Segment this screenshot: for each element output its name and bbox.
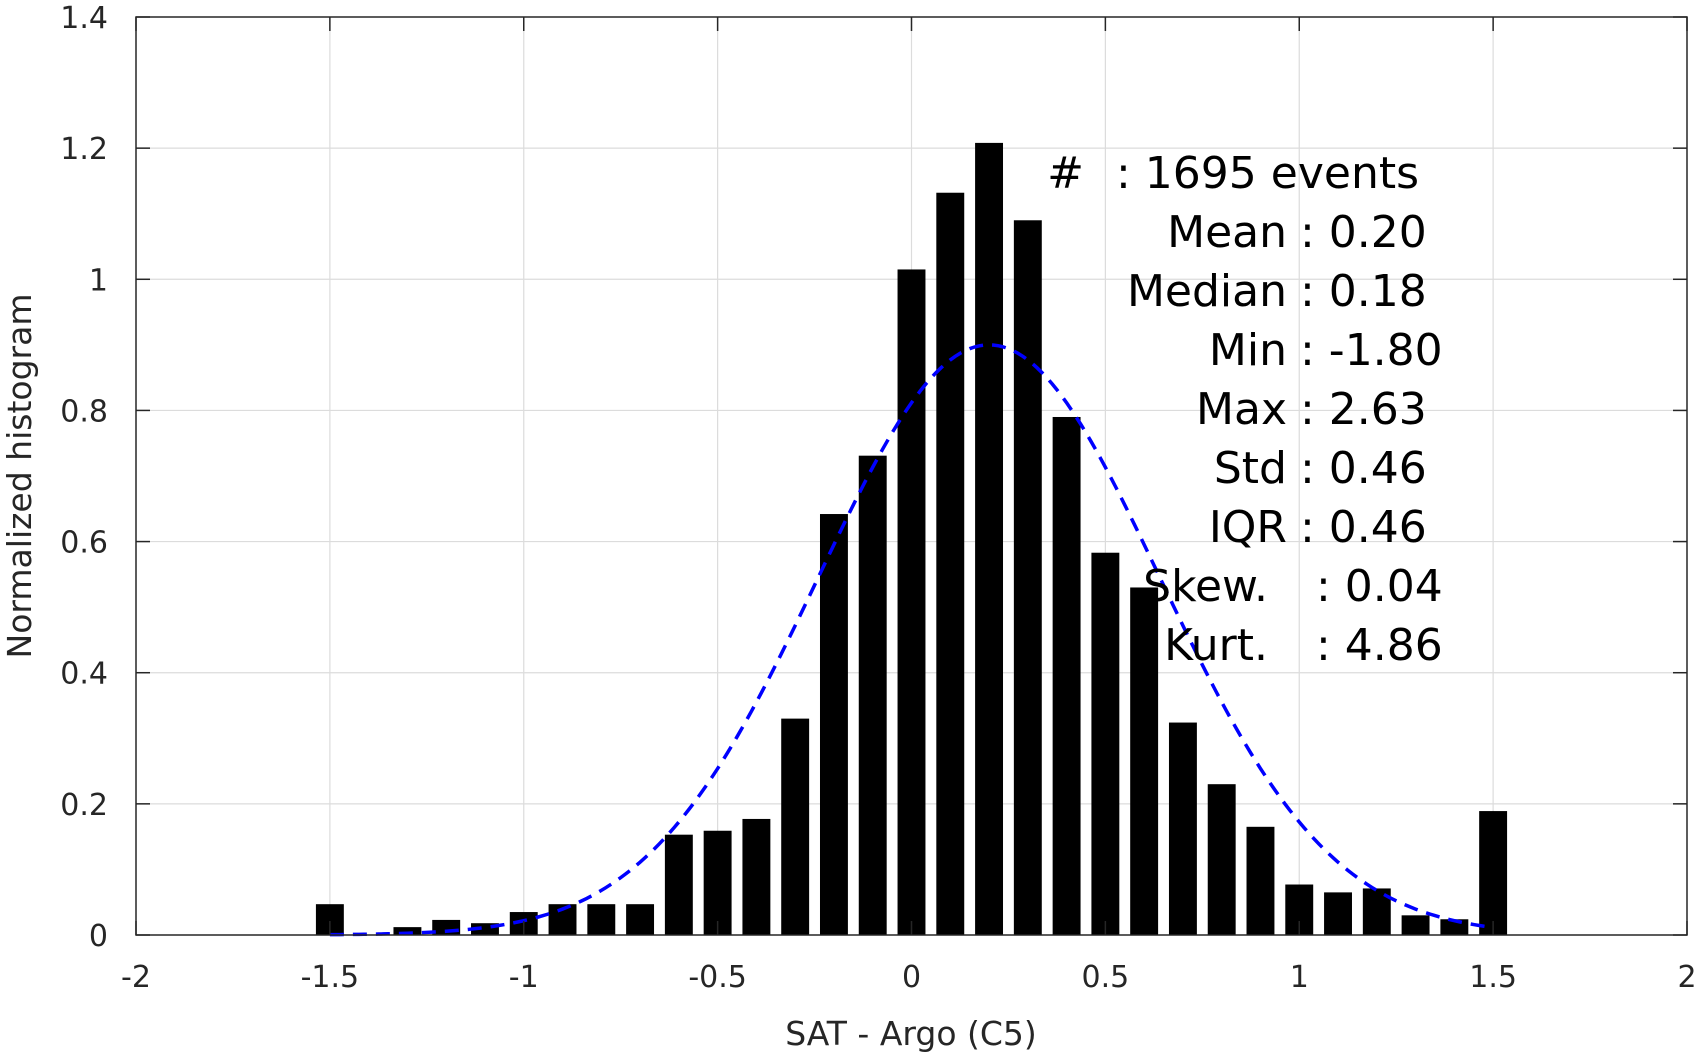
histogram-bar	[1130, 587, 1159, 935]
stats-value: : 0.20	[1300, 207, 1427, 258]
stats-label: #	[1047, 148, 1084, 199]
y-tick-labels: 0 0.2 0.4 0.6 0.8 1 1.2 1.4	[60, 1, 108, 954]
statistics-box: # : 1695 events Mean : 0.20 Median : 0.18 Min:…	[1047, 148, 1443, 671]
histogram-bar	[393, 927, 422, 935]
histogram-bar	[1207, 784, 1236, 935]
y-axis-label: Normalized histogram	[0, 294, 39, 659]
stats-label: Skew.	[1143, 561, 1268, 612]
histogram-bar	[471, 923, 499, 935]
histogram-bar	[781, 718, 810, 935]
histogram-bar	[819, 514, 848, 935]
stats-label: Mean	[1167, 207, 1287, 258]
y-tick-label: 1.2	[60, 132, 108, 167]
stats-value: : 0.46	[1300, 502, 1427, 553]
x-tick-label: 0.5	[1082, 960, 1130, 995]
axis-ticks	[135, 16, 1688, 936]
x-tick-label: 0	[902, 960, 921, 995]
y-tick-label: 0.8	[60, 394, 108, 429]
x-tick-label: 1.5	[1469, 960, 1517, 995]
stats-label: Std	[1214, 443, 1287, 494]
histogram-bar	[1246, 826, 1275, 935]
histogram-bar	[1479, 811, 1508, 935]
histogram-bar	[1052, 416, 1081, 935]
histogram-bar	[1168, 722, 1197, 935]
y-tick-label: 0	[89, 919, 108, 954]
stats-label: Max	[1196, 384, 1287, 435]
x-axis-label: SAT - Argo (C5)	[785, 1014, 1037, 1053]
histogram-bar	[1324, 892, 1352, 935]
histogram-bar	[1091, 552, 1120, 935]
y-tick-label: 0.6	[60, 526, 108, 561]
histogram-bar	[858, 455, 887, 935]
y-tick-label: 0.2	[60, 788, 108, 823]
y-tick-label: 1.4	[60, 1, 108, 36]
stats-value: : 2.63	[1300, 384, 1427, 435]
histogram-bar	[587, 904, 616, 935]
stats-value: : 4.86	[1316, 620, 1443, 671]
histogram-bar	[664, 834, 693, 935]
stats-label: Kurt.	[1164, 620, 1268, 671]
stats-value: : 0.18	[1300, 266, 1427, 317]
histogram-bar	[936, 192, 965, 935]
histogram-bar	[897, 269, 926, 935]
stats-value: : -1.80	[1300, 325, 1443, 376]
x-tick-label: -0.5	[688, 960, 747, 995]
histogram-bars	[315, 142, 1508, 935]
stats-value: : 0.46	[1300, 443, 1427, 494]
histogram-bar	[1401, 915, 1430, 935]
x-tick-label: -2	[121, 960, 151, 995]
normal-fit-curve	[329, 343, 1494, 937]
stats-value: : 1695 events	[1116, 148, 1419, 199]
histogram-bar	[742, 818, 771, 935]
y-tick-label: 1	[89, 263, 108, 298]
stats-label: IQR	[1209, 502, 1287, 553]
x-tick-label: -1	[509, 960, 539, 995]
histogram-bar	[703, 830, 732, 935]
stats-label: Median	[1127, 266, 1287, 317]
stats-value: : 0.04	[1316, 561, 1443, 612]
x-tick-label: 1	[1290, 960, 1309, 995]
x-tick-label: -1.5	[301, 960, 360, 995]
histogram-bar	[1013, 220, 1042, 935]
histogram-bar	[975, 142, 1004, 935]
stats-label: Min	[1209, 325, 1287, 376]
histogram-bar	[626, 904, 655, 935]
y-tick-label: 0.4	[60, 657, 108, 692]
x-tick-label: 2	[1677, 960, 1696, 995]
x-tick-labels: -2 -1.5 -1 -0.5 0 0.5 1 1.5 2	[121, 960, 1697, 995]
